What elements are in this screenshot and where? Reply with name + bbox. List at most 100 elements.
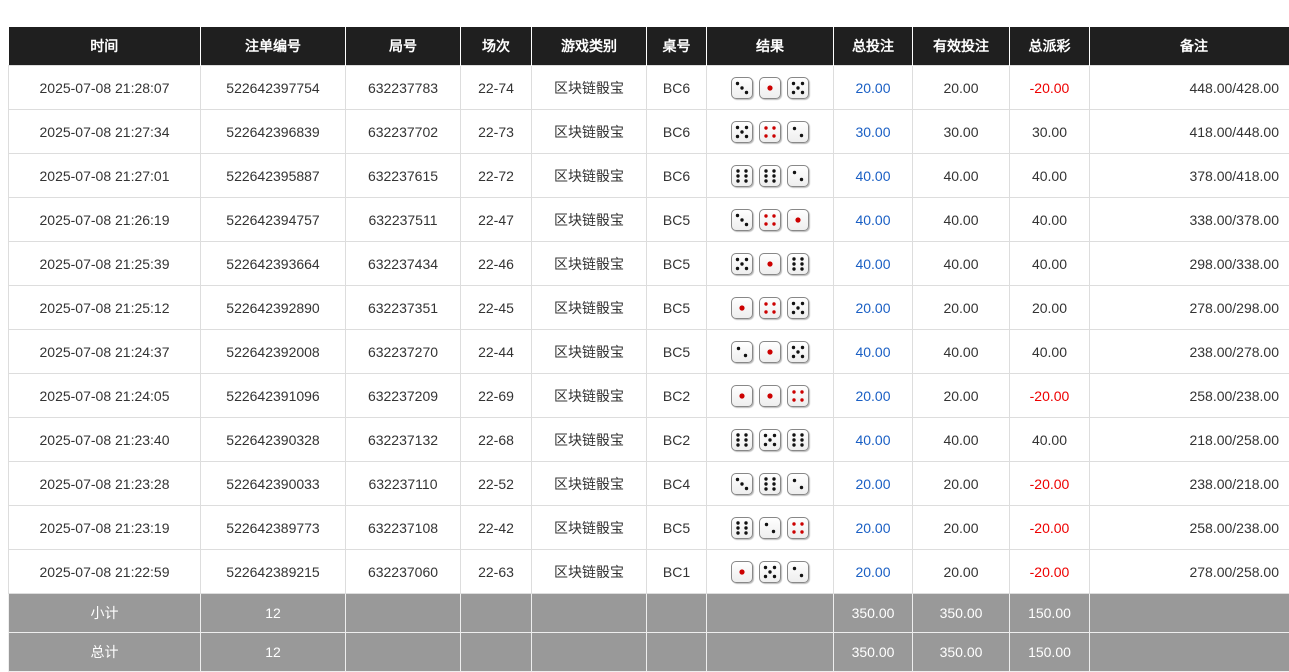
die-5-icon <box>759 561 781 583</box>
payout-cell: 40.00 <box>1010 418 1090 462</box>
memo-cell: 338.00/378.00 <box>1090 198 1289 242</box>
die-2-icon <box>787 561 809 583</box>
result-cell <box>707 374 834 418</box>
valid-bet-cell: 40.00 <box>913 242 1010 286</box>
memo-cell: 448.00/428.00 <box>1090 66 1289 110</box>
table-no-cell: BC5 <box>647 286 707 330</box>
table-no-cell: BC6 <box>647 110 707 154</box>
table-no-cell: BC6 <box>647 154 707 198</box>
payout-cell: -20.00 <box>1010 462 1090 506</box>
table-no-cell: BC5 <box>647 198 707 242</box>
bet-id-cell: 522642396839 <box>201 110 346 154</box>
table-header: 时间注单编号局号场次游戏类别桌号结果总投注有效投注总派彩备注 <box>9 27 1289 66</box>
die-4-icon <box>759 209 781 231</box>
die-6-icon <box>759 473 781 495</box>
valid-bet-cell: 30.00 <box>913 110 1010 154</box>
total-empty <box>707 633 834 672</box>
total-bet-cell: 20.00 <box>834 506 913 550</box>
session-cell: 22-69 <box>461 374 532 418</box>
valid-bet-cell: 20.00 <box>913 506 1010 550</box>
payout-cell: 40.00 <box>1010 154 1090 198</box>
payout-cell: -20.00 <box>1010 66 1090 110</box>
valid-bet-cell: 40.00 <box>913 154 1010 198</box>
total-empty <box>1090 633 1289 672</box>
bet-id-cell: 522642394757 <box>201 198 346 242</box>
round-cell: 632237270 <box>346 330 461 374</box>
time-cell: 2025-07-08 21:25:12 <box>9 286 201 330</box>
payout-cell: 20.00 <box>1010 286 1090 330</box>
payout-cell: -20.00 <box>1010 506 1090 550</box>
time-cell: 2025-07-08 21:22:59 <box>9 550 201 594</box>
subtotal-empty <box>532 594 647 633</box>
time-cell: 2025-07-08 21:26:19 <box>9 198 201 242</box>
time-cell: 2025-07-08 21:27:34 <box>9 110 201 154</box>
round-cell: 632237110 <box>346 462 461 506</box>
result-cell <box>707 330 834 374</box>
result-cell <box>707 154 834 198</box>
subtotal-empty <box>707 594 834 633</box>
total-bet-cell: 20.00 <box>834 462 913 506</box>
total-bet-cell: 20.00 <box>834 66 913 110</box>
die-4-icon <box>787 385 809 407</box>
bet-id-cell: 522642390328 <box>201 418 346 462</box>
subtotal-valid: 350.00 <box>913 594 1010 633</box>
die-6-icon <box>759 165 781 187</box>
die-3-icon <box>731 77 753 99</box>
subtotal-empty <box>346 594 461 633</box>
table-no-cell: BC4 <box>647 462 707 506</box>
payout-cell: 40.00 <box>1010 242 1090 286</box>
header-result: 结果 <box>707 27 834 66</box>
memo-cell: 298.00/338.00 <box>1090 242 1289 286</box>
time-cell: 2025-07-08 21:24:05 <box>9 374 201 418</box>
die-5-icon <box>787 341 809 363</box>
game-type-cell: 区块链骰宝 <box>532 550 647 594</box>
game-type-cell: 区块链骰宝 <box>532 110 647 154</box>
die-5-icon <box>787 297 809 319</box>
subtotal-count: 12 <box>201 594 346 633</box>
header-table-no: 桌号 <box>647 27 707 66</box>
result-cell <box>707 66 834 110</box>
valid-bet-cell: 40.00 <box>913 418 1010 462</box>
die-6-icon <box>731 165 753 187</box>
result-cell <box>707 198 834 242</box>
total-bet-cell: 30.00 <box>834 110 913 154</box>
table-no-cell: BC5 <box>647 330 707 374</box>
bet-id-cell: 522642392008 <box>201 330 346 374</box>
bet-id-cell: 522642391096 <box>201 374 346 418</box>
payout-cell: -20.00 <box>1010 374 1090 418</box>
total-valid: 350.00 <box>913 633 1010 672</box>
table-no-cell: BC6 <box>647 66 707 110</box>
bet-id-cell: 522642389215 <box>201 550 346 594</box>
table-no-cell: BC5 <box>647 506 707 550</box>
memo-cell: 258.00/238.00 <box>1090 374 1289 418</box>
die-5-icon <box>787 77 809 99</box>
subtotal-bet: 350.00 <box>834 594 913 633</box>
die-6-icon <box>787 253 809 275</box>
die-5-icon <box>759 429 781 451</box>
time-cell: 2025-07-08 21:23:40 <box>9 418 201 462</box>
die-1-icon <box>759 77 781 99</box>
round-cell: 632237434 <box>346 242 461 286</box>
die-1-icon <box>759 341 781 363</box>
memo-cell: 238.00/218.00 <box>1090 462 1289 506</box>
round-cell: 632237108 <box>346 506 461 550</box>
die-5-icon <box>731 121 753 143</box>
table-no-cell: BC2 <box>647 418 707 462</box>
game-type-cell: 区块链骰宝 <box>532 462 647 506</box>
total-label: 总计 <box>9 633 201 672</box>
die-2-icon <box>759 517 781 539</box>
memo-cell: 218.00/258.00 <box>1090 418 1289 462</box>
total-empty <box>346 633 461 672</box>
header-valid-bet: 有效投注 <box>913 27 1010 66</box>
session-cell: 22-74 <box>461 66 532 110</box>
die-5-icon <box>731 253 753 275</box>
valid-bet-cell: 20.00 <box>913 462 1010 506</box>
result-cell <box>707 462 834 506</box>
time-cell: 2025-07-08 21:23:19 <box>9 506 201 550</box>
bet-id-cell: 522642397754 <box>201 66 346 110</box>
total-bet-cell: 40.00 <box>834 198 913 242</box>
total-bet-cell: 40.00 <box>834 242 913 286</box>
